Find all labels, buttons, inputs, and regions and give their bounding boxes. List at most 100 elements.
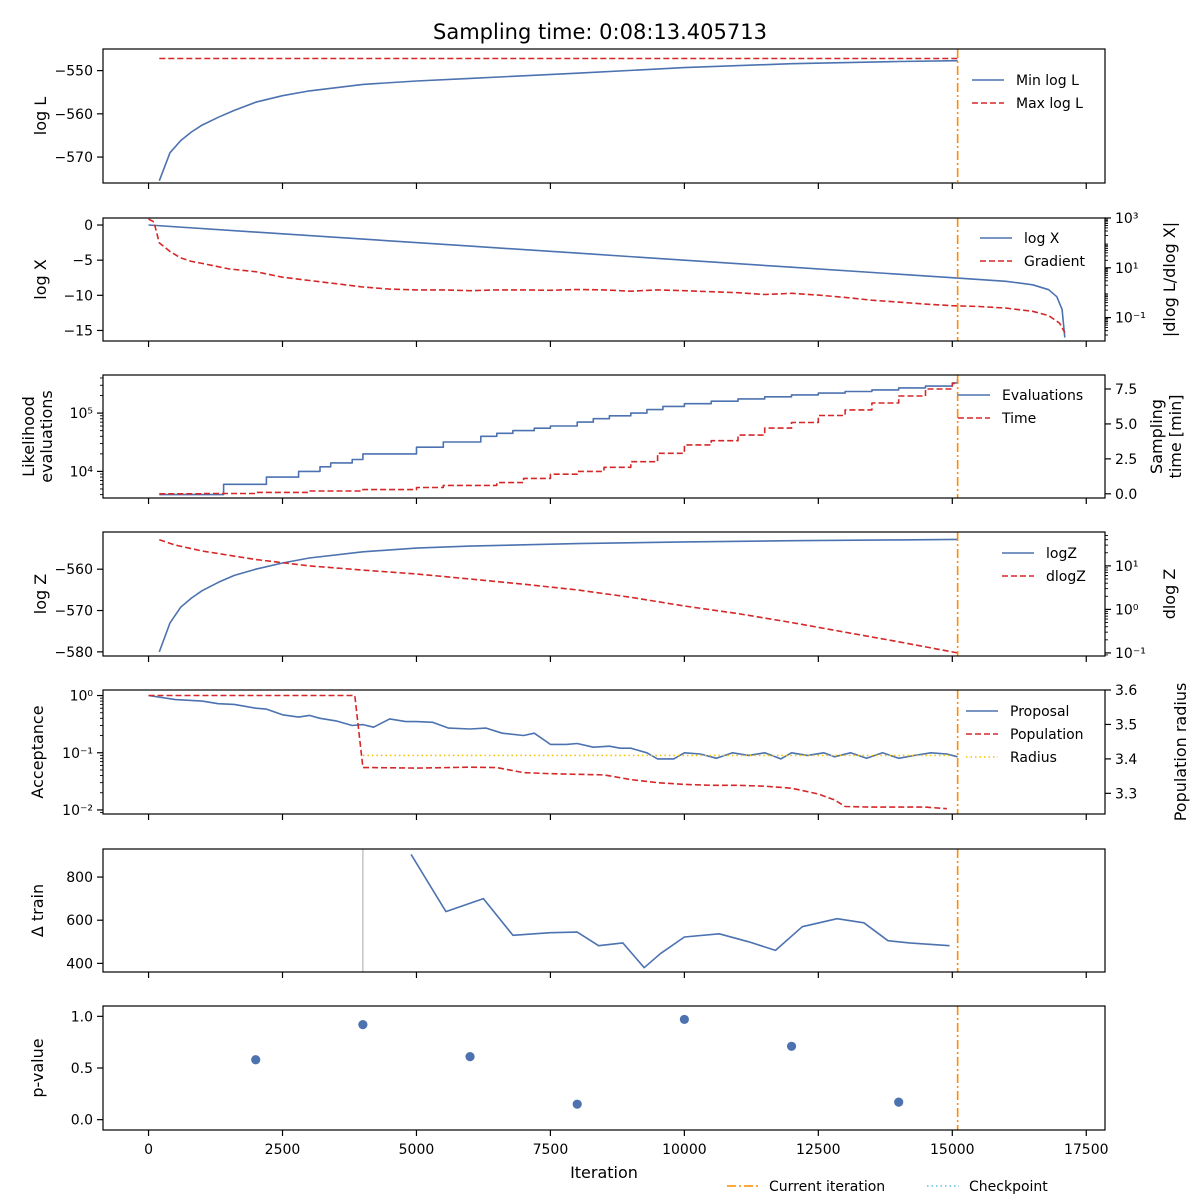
x-tick-label: 15000 <box>930 1142 975 1158</box>
legend-label-time: Time <box>1001 411 1036 427</box>
legend: logZ dlogZ <box>1002 546 1086 585</box>
panel-frame <box>102 531 1106 657</box>
legend-label-population: Population <box>1010 727 1084 743</box>
series-line-dlogz <box>159 538 958 654</box>
y2-axis-label: Sampling <box>1147 399 1166 474</box>
y2-tick-label: 3.5 <box>1115 717 1137 733</box>
y2-tick-label: 10¹ <box>1115 559 1138 575</box>
y2-tick-label: 5.0 <box>1115 417 1137 433</box>
legend-label-evaluations: Evaluations <box>1002 388 1083 404</box>
y-tick-label: 400 <box>66 956 93 972</box>
y2-axis-label: dlog Z <box>1160 569 1179 620</box>
y-tick-label: 10⁵ <box>70 406 93 422</box>
panel-3: 10⁵ 10⁴ 7.5 5.0 2.5 0.0 Likelihood evaluations S… <box>19 374 1185 504</box>
data-point <box>465 1052 475 1062</box>
legend: Proposal Population Radius <box>966 704 1084 766</box>
y-tick-label: −570 <box>55 150 93 166</box>
figure-title: Sampling time: 0:08:13.405713 <box>433 20 767 44</box>
y-axis-label: log Z <box>31 574 50 614</box>
legend-label-dlogz: dlogZ <box>1046 569 1086 585</box>
y2-tick-label: 3.4 <box>1115 752 1137 768</box>
data-point <box>786 1041 797 1051</box>
x-tick-label: 17500 <box>1064 1142 1109 1158</box>
panel-2: 0 −5 −10 −15 10³ 10¹ 10⁻¹ log X |dlog L/dlog X| l… <box>31 211 1179 347</box>
panel-frame <box>102 374 1106 499</box>
legend-label-max-log-l: Max log L <box>1016 96 1083 112</box>
panel-frame <box>102 848 1106 973</box>
y2-tick-label: 3.6 <box>1115 683 1137 699</box>
series-line-min-log-l <box>158 59 958 182</box>
panel-frame <box>102 48 1106 184</box>
y2-tick-label: 10¹ <box>1115 261 1138 277</box>
y-tick-label: −560 <box>55 107 93 123</box>
y2-tick-label: 10⁻¹ <box>1115 311 1146 327</box>
y-tick-label: 10⁰ <box>70 689 94 705</box>
y-tick-label: 0 <box>84 218 93 234</box>
y2-tick-label: 7.5 <box>1115 382 1137 398</box>
y-tick-label: −550 <box>55 64 93 80</box>
y-tick-label: −15 <box>63 323 93 339</box>
panel-4: −560 −570 −580 10¹ 10⁰ 10⁻¹ log Z dlog Z logZ dlo… <box>31 531 1179 662</box>
y-tick-label: 600 <box>66 913 93 929</box>
plot-area <box>148 218 1066 341</box>
y2-tick-label: 0.0 <box>1115 487 1137 503</box>
x-tick-label: 7500 <box>533 1142 569 1158</box>
data-point <box>679 1014 689 1025</box>
series-line-proposal <box>148 694 958 760</box>
y-tick-label: 800 <box>66 870 93 886</box>
series-line-logz <box>158 538 958 653</box>
x-tick-label: 2500 <box>265 1142 301 1158</box>
y-tick-label: 10⁴ <box>70 464 94 480</box>
legend-label-log-x: log X <box>1024 231 1060 247</box>
y2-tick-label: 10⁻¹ <box>1115 646 1146 662</box>
legend-label-min-log-l: Min log L <box>1016 73 1079 89</box>
y2-axis-label-line2: time [min] <box>1166 395 1185 479</box>
y-axis-label: Acceptance <box>28 705 47 798</box>
x-tick-label: 0 <box>144 1142 153 1158</box>
series-line-time <box>159 379 959 495</box>
legend-label-gradient: Gradient <box>1024 254 1085 270</box>
y-tick-label: −570 <box>55 604 93 620</box>
x-axis-label: Iteration <box>570 1163 638 1182</box>
y-tick-label: 10⁻¹ <box>62 746 93 762</box>
y-axis-label: p-value <box>28 1038 47 1097</box>
y-tick-label: −5 <box>72 253 93 269</box>
plot-area <box>251 1006 959 1130</box>
panel-6: 800 600 400 Δ train <box>28 848 1106 978</box>
plot-area <box>159 375 959 498</box>
y2-tick-label: 2.5 <box>1115 452 1137 468</box>
x-tick-label: 12500 <box>796 1142 841 1158</box>
y-axis-label: log X <box>31 259 50 299</box>
panel-frame <box>102 689 1106 815</box>
y-axis-label: log L <box>31 97 50 135</box>
legend-label-logz: logZ <box>1046 546 1077 562</box>
legend: Evaluations Time <box>958 388 1083 427</box>
legend-label-proposal: Proposal <box>1010 704 1069 720</box>
legend-label-radius: Radius <box>1010 750 1057 766</box>
y-axis-label-line2: evaluations <box>37 390 56 483</box>
legend: Min log L Max log L <box>972 73 1083 112</box>
figure-legend: Current iteration Checkpoint <box>727 1179 1048 1195</box>
x-tick-label: 10000 <box>662 1142 707 1158</box>
y2-axis-label: Population radius <box>1171 683 1190 822</box>
y-tick-label: −10 <box>63 288 93 304</box>
y-tick-label: 1.0 <box>71 1009 93 1025</box>
y-tick-label: 0.5 <box>71 1061 93 1077</box>
plot-area <box>362 849 959 972</box>
y-tick-label: −580 <box>55 645 93 661</box>
series-line-gradient <box>148 218 1066 333</box>
data-point <box>251 1055 261 1065</box>
panels: −550 −560 −570 log L Min log L Max log L 0 −5 −1… <box>19 48 1190 1158</box>
y-axis-label: Δ train <box>28 884 47 937</box>
y-tick-label: −560 <box>55 562 93 578</box>
x-tick-label: 5000 <box>399 1142 435 1158</box>
series-line-evaluations <box>159 382 959 496</box>
plot-area <box>158 49 959 183</box>
panel-1: −550 −560 −570 log L Min log L Max log L <box>31 48 1106 189</box>
data-point <box>894 1097 904 1107</box>
plot-area <box>148 690 959 814</box>
y2-tick-label: 10³ <box>1115 211 1138 227</box>
y2-axis-label: |dlog L/dlog X| <box>1160 222 1179 337</box>
y-tick-label: 10⁻² <box>62 803 93 819</box>
